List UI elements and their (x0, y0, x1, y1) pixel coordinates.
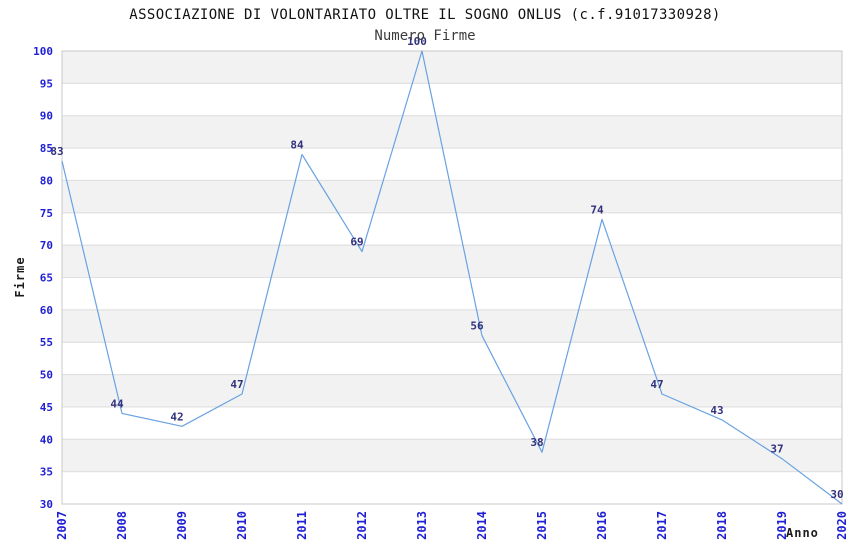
y-tick-label: 75 (40, 207, 53, 220)
series-line (61, 50, 843, 505)
x-tick-label: 2019 (775, 511, 789, 540)
data-point-label: 74 (590, 203, 604, 216)
data-point-label: 83 (50, 145, 63, 158)
data-point-label: 47 (230, 378, 243, 391)
y-tick-label: 40 (40, 433, 53, 446)
y-tick-label: 45 (40, 401, 53, 414)
grid-band (61, 244, 843, 278)
data-point-label: 42 (170, 410, 183, 423)
data-point-label: 100 (407, 35, 427, 48)
y-tick-label: 90 (40, 110, 53, 123)
data-point-label: 37 (770, 443, 783, 456)
data-point-label: 30 (830, 488, 843, 501)
data-point-label: 69 (350, 236, 363, 249)
x-tick-label: 2007 (55, 511, 69, 540)
y-tick-label: 50 (40, 369, 53, 382)
x-tick-label: 2017 (655, 511, 669, 540)
y-axis-label: Firme (13, 256, 27, 298)
grid-band (61, 179, 843, 214)
x-tick-label: 2020 (835, 511, 849, 540)
x-tick-label: 2015 (535, 511, 549, 540)
plot-border (61, 50, 843, 505)
y-tick-label: 80 (40, 174, 53, 187)
x-axis-label: Anno (786, 526, 819, 540)
y-tick-label: 35 (40, 466, 53, 479)
chart-subtitle: Numero Firme (374, 28, 476, 44)
data-point-label: 43 (710, 404, 723, 417)
x-tick-label: 2013 (415, 511, 429, 540)
chart-title: ASSOCIAZIONE DI VOLONTARIATO OLTRE IL SO… (129, 7, 721, 23)
data-point-label: 84 (290, 139, 304, 152)
x-tick-label: 2012 (355, 511, 369, 540)
data-point-label: 47 (650, 378, 663, 391)
x-tick-label: 2014 (475, 511, 489, 540)
grid-band (61, 309, 843, 343)
x-tick-label: 2018 (715, 511, 729, 540)
grid-band (61, 374, 843, 408)
grid-band (61, 438, 843, 473)
x-tick-label: 2009 (175, 511, 189, 540)
data-point-label: 44 (110, 397, 124, 410)
grid-band (61, 115, 843, 149)
grid-band (61, 50, 843, 84)
y-tick-label: 60 (40, 304, 53, 317)
x-tick-label: 2011 (295, 511, 309, 540)
x-tick-label: 2008 (115, 511, 129, 540)
x-tick-label: 2010 (235, 511, 249, 540)
data-point-label: 38 (530, 436, 543, 449)
x-tick-label: 2016 (595, 511, 609, 540)
y-tick-label: 70 (40, 239, 53, 252)
y-tick-label: 30 (40, 498, 53, 511)
y-tick-label: 95 (40, 77, 53, 90)
y-tick-label: 65 (40, 272, 53, 285)
data-point-label: 56 (470, 320, 484, 333)
y-tick-label: 100 (33, 45, 53, 58)
y-tick-label: 85 (40, 142, 53, 155)
y-tick-label: 55 (40, 336, 53, 349)
